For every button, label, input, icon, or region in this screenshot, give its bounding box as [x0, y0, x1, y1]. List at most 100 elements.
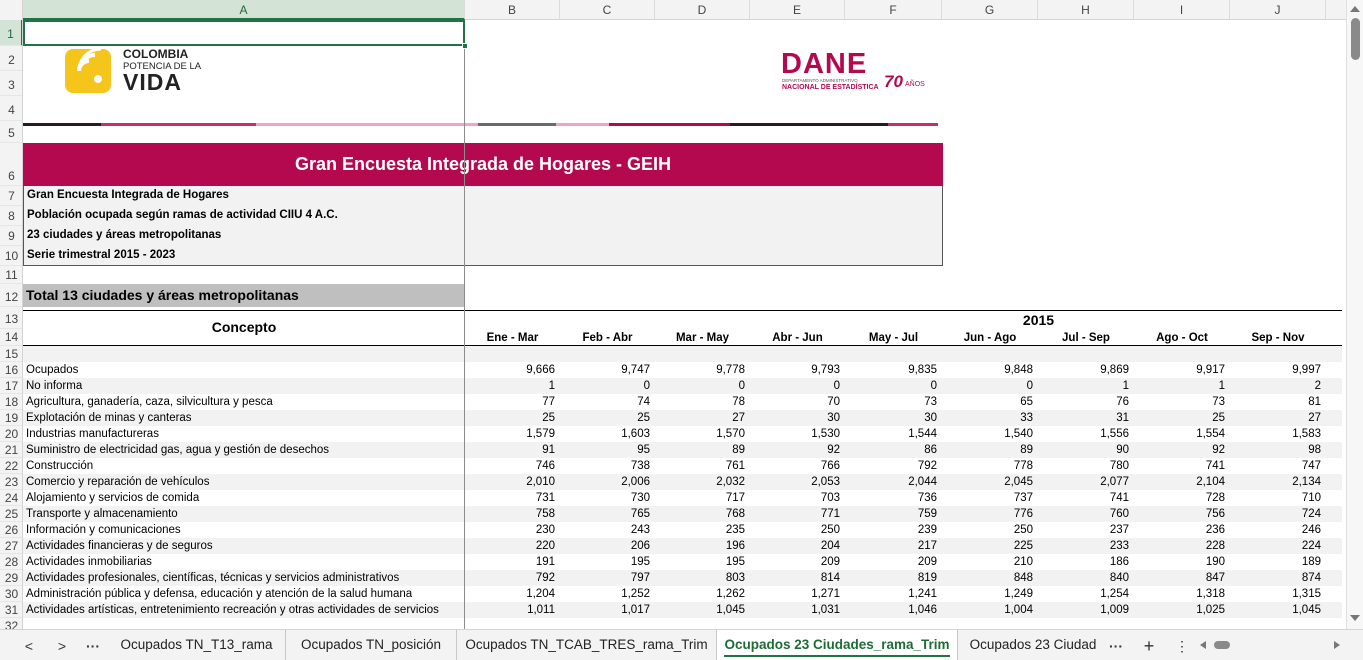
value-cell[interactable]: 98	[1308, 444, 1321, 456]
column-header-a[interactable]: A	[23, 0, 465, 20]
scroll-up-arrow-icon[interactable]	[1350, 6, 1360, 12]
value-cell[interactable]: 1,249	[1004, 588, 1033, 600]
value-cell[interactable]: 74	[637, 396, 650, 408]
value-cell[interactable]: 759	[917, 508, 937, 520]
value-cell[interactable]: 224	[1301, 540, 1321, 552]
period-header[interactable]: Ago - Oct	[1156, 332, 1208, 344]
value-cell[interactable]: 239	[917, 524, 937, 536]
row-header[interactable]: 23	[0, 474, 22, 490]
row-header[interactable]: 5	[0, 121, 22, 143]
scroll-right-arrow-icon[interactable]	[1334, 641, 1340, 649]
row-header[interactable]: 20	[0, 426, 22, 442]
table-row[interactable]: Agricultura, ganadería, caza, silvicultu…	[23, 394, 1342, 410]
column-header-e[interactable]: E	[750, 0, 845, 20]
value-cell[interactable]: 92	[827, 444, 840, 456]
table-row[interactable]: Suministro de electricidad gas, agua y g…	[23, 442, 1342, 458]
column-header-j[interactable]: J	[1230, 0, 1326, 20]
value-cell[interactable]: 1,315	[1292, 588, 1321, 600]
value-cell[interactable]: 1,556	[1100, 428, 1129, 440]
sheet-tab[interactable]: Ocupados TN_posición	[286, 630, 457, 660]
row-header[interactable]: 19	[0, 410, 22, 426]
period-header[interactable]: Ene - Mar	[486, 332, 539, 344]
value-cell[interactable]: 243	[630, 524, 650, 536]
value-cell[interactable]: 874	[1301, 572, 1321, 584]
value-cell[interactable]: 1,045	[716, 604, 745, 616]
row-header[interactable]: 3	[0, 71, 22, 96]
value-cell[interactable]: 2,134	[1292, 476, 1321, 488]
horizontal-scrollbar[interactable]	[1198, 638, 1343, 652]
value-cell[interactable]: 710	[1301, 492, 1321, 504]
period-header[interactable]: Jul - Sep	[1062, 332, 1110, 344]
table-row[interactable]: No informa 1 0 0 0 0 0 1 1 2	[23, 378, 1342, 394]
value-cell[interactable]: 741	[1205, 460, 1225, 472]
value-cell[interactable]: 2,032	[716, 476, 745, 488]
value-cell[interactable]: 1,017	[621, 604, 650, 616]
value-cell[interactable]: 235	[725, 524, 745, 536]
table-row[interactable]: Actividades financieras y de seguros 220 2…	[23, 538, 1342, 554]
value-cell[interactable]: 225	[1013, 540, 1033, 552]
column-header-h[interactable]: H	[1038, 0, 1134, 20]
value-cell[interactable]: 77	[542, 396, 555, 408]
period-header[interactable]: May - Jul	[868, 332, 919, 344]
section-title[interactable]: Total 13 ciudades y áreas metropolitanas	[23, 284, 465, 307]
period-header[interactable]: Feb - Abr	[582, 332, 633, 344]
column-header-g[interactable]: G	[942, 0, 1038, 20]
value-cell[interactable]: 1,540	[1004, 428, 1033, 440]
value-cell[interactable]: 765	[630, 508, 650, 520]
scroll-left-arrow-icon[interactable]	[1200, 641, 1206, 649]
row-label[interactable]: Actividades inmobiliarias	[26, 556, 152, 568]
value-cell[interactable]: 25	[1212, 412, 1225, 424]
value-cell[interactable]: 737	[1013, 492, 1033, 504]
value-cell[interactable]: 1,031	[811, 604, 840, 616]
scroll-down-arrow-icon[interactable]	[1350, 615, 1360, 621]
value-cell[interactable]: 2,077	[1100, 476, 1129, 488]
row-header[interactable]: 29	[0, 570, 22, 586]
value-cell[interactable]: 776	[1013, 508, 1033, 520]
value-cell[interactable]: 27	[732, 412, 745, 424]
column-header-i[interactable]: I	[1134, 0, 1230, 20]
value-cell[interactable]: 89	[1020, 444, 1033, 456]
value-cell[interactable]: 768	[725, 508, 745, 520]
value-cell[interactable]: 703	[820, 492, 840, 504]
row-header[interactable]: 21	[0, 442, 22, 458]
value-cell[interactable]: 73	[924, 396, 937, 408]
value-cell[interactable]: 195	[630, 556, 650, 568]
row-header[interactable]: 22	[0, 458, 22, 474]
row-label[interactable]: Agricultura, ganadería, caza, silvicultu…	[26, 396, 273, 408]
value-cell[interactable]: 250	[1013, 524, 1033, 536]
value-cell[interactable]: 9,666	[526, 364, 555, 376]
row-header[interactable]: 32	[0, 618, 22, 629]
row-label[interactable]: Comercio y reparación de vehículos	[26, 476, 210, 488]
table-row[interactable]: Explotación de minas y canteras 25 25 27 30 3…	[23, 410, 1342, 426]
row-header[interactable]: 27	[0, 538, 22, 554]
row-header[interactable]: 10	[0, 246, 22, 266]
value-cell[interactable]: 758	[535, 508, 555, 520]
value-cell[interactable]: 792	[535, 572, 555, 584]
value-cell[interactable]: 0	[738, 380, 745, 392]
period-header[interactable]: Abr - Jun	[772, 332, 823, 344]
value-cell[interactable]: 206	[630, 540, 650, 552]
value-cell[interactable]: 1,570	[716, 428, 745, 440]
table-row[interactable]: Actividades profesionales, científicas, …	[23, 570, 1342, 586]
row-label[interactable]: Actividades profesionales, científicas, …	[26, 572, 400, 584]
value-cell[interactable]: 9,848	[1004, 364, 1033, 376]
report-title-band[interactable]: Gran Encuesta Integrada de Hogares - GEI…	[23, 143, 943, 186]
add-sheet-button[interactable]: +	[1143, 636, 1155, 656]
column-header-c[interactable]: C	[560, 0, 655, 20]
row-label[interactable]: Actividades artísticas, entretenimiento …	[26, 604, 439, 616]
value-cell[interactable]: 1,583	[1292, 428, 1321, 440]
value-cell[interactable]: 0	[833, 380, 840, 392]
value-cell[interactable]: 1,252	[621, 588, 650, 600]
value-cell[interactable]: 1,579	[526, 428, 555, 440]
value-cell[interactable]: 1,262	[716, 588, 745, 600]
value-cell[interactable]: 33	[1020, 412, 1033, 424]
row-label[interactable]: Administración pública y defensa, educac…	[26, 588, 413, 600]
horizontal-scroll-thumb[interactable]	[1214, 641, 1230, 649]
value-cell[interactable]: 2	[1314, 380, 1321, 392]
value-cell[interactable]: 204	[820, 540, 840, 552]
value-cell[interactable]: 1	[548, 380, 555, 392]
value-cell[interactable]: 30	[924, 412, 937, 424]
value-cell[interactable]: 746	[535, 460, 555, 472]
value-cell[interactable]: 92	[1212, 444, 1225, 456]
value-cell[interactable]: 1,318	[1196, 588, 1225, 600]
